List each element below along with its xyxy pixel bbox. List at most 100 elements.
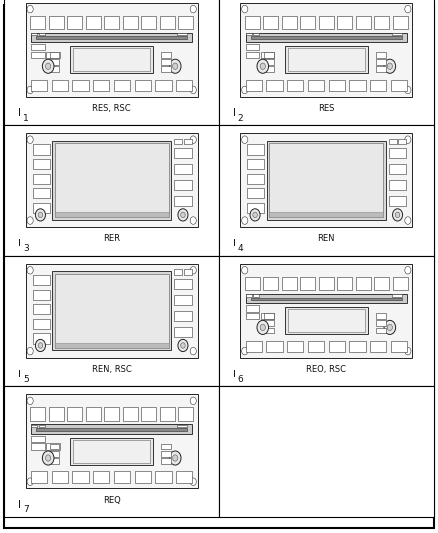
- Bar: [53, 271, 171, 350]
- Bar: [288, 49, 365, 71]
- Bar: [55, 343, 169, 348]
- Bar: [162, 67, 171, 72]
- Bar: [246, 33, 407, 42]
- Circle shape: [396, 212, 400, 217]
- Bar: [162, 458, 171, 464]
- Bar: [26, 394, 198, 488]
- Circle shape: [405, 217, 411, 224]
- Text: REQ: REQ: [103, 496, 120, 505]
- Bar: [251, 297, 402, 300]
- Circle shape: [27, 266, 33, 274]
- Bar: [308, 341, 324, 352]
- Bar: [219, 0, 434, 125]
- Bar: [246, 305, 259, 311]
- Bar: [86, 15, 101, 29]
- Bar: [50, 451, 60, 457]
- Bar: [31, 443, 45, 450]
- Bar: [308, 79, 324, 91]
- Circle shape: [253, 212, 257, 217]
- Bar: [245, 277, 260, 290]
- Bar: [265, 59, 274, 65]
- Bar: [33, 144, 50, 155]
- Bar: [263, 277, 278, 290]
- Circle shape: [387, 324, 392, 330]
- Circle shape: [173, 455, 178, 461]
- Text: REO, RSC: REO, RSC: [306, 365, 346, 374]
- Bar: [247, 188, 265, 198]
- Circle shape: [257, 59, 268, 74]
- Bar: [50, 59, 60, 65]
- Circle shape: [178, 209, 188, 221]
- Bar: [174, 327, 191, 337]
- Bar: [141, 15, 156, 29]
- Bar: [73, 79, 88, 91]
- Bar: [123, 407, 138, 421]
- Bar: [33, 319, 50, 329]
- Circle shape: [173, 63, 178, 69]
- Text: 3: 3: [23, 244, 28, 253]
- Bar: [246, 44, 259, 50]
- Bar: [177, 33, 187, 35]
- Text: REN: REN: [318, 235, 335, 244]
- Bar: [392, 33, 402, 35]
- Bar: [104, 15, 119, 29]
- Bar: [52, 79, 68, 91]
- Bar: [33, 289, 50, 300]
- Bar: [31, 33, 192, 42]
- Bar: [39, 33, 45, 35]
- Bar: [53, 141, 171, 220]
- Bar: [184, 269, 191, 275]
- Circle shape: [384, 320, 396, 335]
- Bar: [33, 304, 50, 314]
- Circle shape: [35, 209, 46, 221]
- Circle shape: [190, 348, 196, 355]
- Circle shape: [170, 451, 181, 465]
- Circle shape: [181, 212, 185, 217]
- Bar: [253, 33, 259, 35]
- Bar: [265, 67, 274, 72]
- Circle shape: [27, 478, 33, 486]
- Circle shape: [42, 59, 54, 74]
- Bar: [376, 59, 386, 65]
- Bar: [50, 444, 60, 449]
- Text: RER: RER: [103, 235, 120, 244]
- Bar: [135, 471, 151, 483]
- Bar: [30, 407, 45, 421]
- Circle shape: [405, 5, 411, 13]
- Bar: [31, 435, 45, 442]
- Bar: [46, 52, 60, 58]
- Bar: [240, 264, 412, 358]
- Bar: [114, 471, 130, 483]
- Bar: [73, 440, 150, 463]
- Bar: [31, 52, 45, 58]
- Bar: [246, 79, 262, 91]
- Circle shape: [27, 136, 33, 143]
- Bar: [337, 277, 352, 290]
- Bar: [50, 52, 60, 58]
- Bar: [261, 313, 275, 319]
- Circle shape: [35, 340, 46, 352]
- Circle shape: [260, 324, 265, 330]
- Bar: [174, 279, 191, 289]
- Bar: [114, 79, 130, 91]
- Bar: [31, 425, 37, 427]
- Bar: [31, 79, 47, 91]
- Bar: [374, 277, 389, 290]
- Bar: [376, 328, 386, 333]
- Bar: [265, 328, 274, 333]
- Circle shape: [190, 397, 196, 405]
- Bar: [269, 213, 383, 217]
- Bar: [337, 15, 352, 29]
- Text: 4: 4: [237, 244, 243, 253]
- Bar: [285, 308, 367, 334]
- Bar: [246, 294, 407, 303]
- Text: 1: 1: [23, 114, 28, 123]
- Bar: [219, 256, 434, 386]
- Bar: [391, 341, 407, 352]
- Bar: [174, 295, 191, 305]
- Bar: [389, 148, 406, 158]
- Circle shape: [178, 340, 188, 352]
- Circle shape: [384, 59, 396, 74]
- Bar: [265, 320, 274, 326]
- Text: REN, RSC: REN, RSC: [92, 365, 131, 374]
